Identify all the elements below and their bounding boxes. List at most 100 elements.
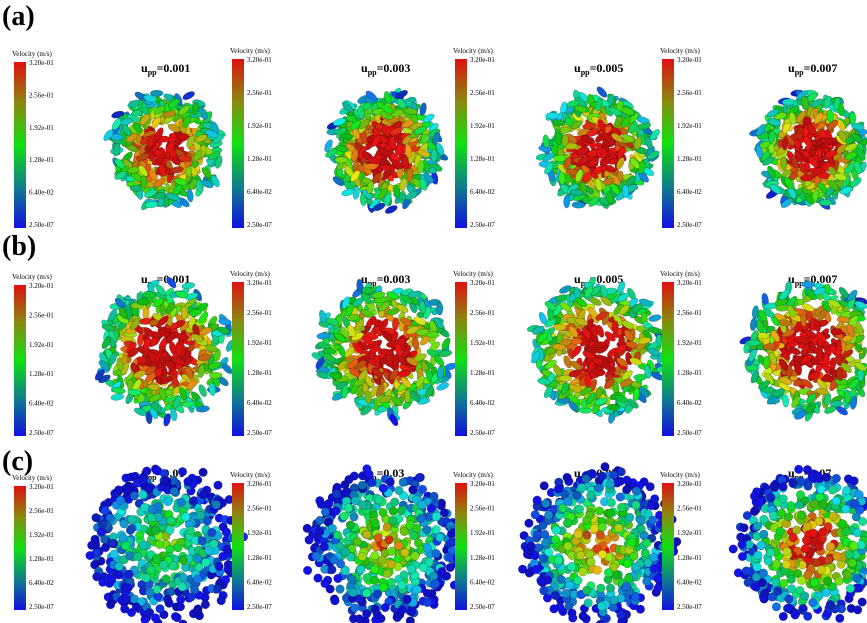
particle <box>92 513 101 522</box>
particle <box>749 317 757 331</box>
particle <box>332 507 341 516</box>
particle <box>91 535 100 544</box>
particle <box>163 497 172 506</box>
particle-cluster <box>93 275 238 426</box>
particle <box>398 581 407 590</box>
particle <box>601 462 610 471</box>
particle <box>351 497 360 506</box>
particle <box>116 496 125 505</box>
colorbar-tick-label: 6.40e-02 <box>247 399 272 407</box>
particle <box>832 474 841 483</box>
particle <box>654 584 663 593</box>
particle <box>142 574 151 583</box>
particle <box>126 552 135 561</box>
particle <box>198 536 207 545</box>
colorbar <box>662 282 674 436</box>
particle <box>179 556 188 565</box>
particle <box>539 521 548 530</box>
particle <box>362 609 371 618</box>
particle <box>350 513 359 522</box>
particle <box>404 390 410 403</box>
particle <box>167 516 176 525</box>
colorbar-tick-label: 2.56e-01 <box>247 89 272 97</box>
particle <box>802 281 815 288</box>
particle <box>623 559 632 568</box>
particle <box>598 472 607 481</box>
particle <box>637 516 646 525</box>
particle <box>533 496 542 505</box>
particle <box>576 551 585 560</box>
panel-label: (b) <box>2 231 36 262</box>
particle <box>409 486 418 495</box>
colorbar-tick-label: 1.92e-01 <box>470 122 495 130</box>
particle <box>397 506 406 515</box>
particle <box>144 484 153 493</box>
particle <box>152 526 161 535</box>
particle <box>642 539 651 548</box>
particle <box>332 490 341 499</box>
particle <box>622 185 629 198</box>
particle <box>523 550 532 559</box>
colorbar-title: Velocity (m/s) <box>230 471 271 479</box>
colorbar <box>662 483 674 610</box>
particle <box>622 582 631 591</box>
particle <box>557 575 566 584</box>
particle <box>648 516 657 525</box>
colorbar-tick-label: 2.50e-07 <box>677 429 702 437</box>
colorbar-tick-label: 1.28e-01 <box>29 156 54 164</box>
particle <box>423 598 432 607</box>
colorbar-tick-label: 2.56e-01 <box>29 311 54 319</box>
value: =0.005 <box>590 61 624 75</box>
colorbar-tick-label: 1.92e-01 <box>29 341 54 349</box>
particle <box>630 552 639 561</box>
particle <box>606 584 615 593</box>
particle <box>115 562 124 571</box>
particle <box>844 390 851 403</box>
particle-cluster <box>729 465 867 623</box>
particle <box>816 348 823 361</box>
particle <box>381 603 390 612</box>
colorbar-tick-label: 6.40e-02 <box>470 188 495 196</box>
particle <box>622 485 631 494</box>
particle <box>563 519 572 528</box>
particle <box>139 541 148 550</box>
particle <box>590 524 599 533</box>
particle <box>328 565 337 574</box>
particle <box>418 485 427 494</box>
colorbar-tick-label: 2.56e-01 <box>470 309 495 317</box>
particle <box>120 605 129 614</box>
particle <box>162 575 171 584</box>
colorbar-tick-label: 1.92e-01 <box>677 122 702 130</box>
particle <box>423 589 432 598</box>
particle <box>336 585 345 594</box>
particle <box>143 291 156 298</box>
particle <box>800 314 807 327</box>
particle <box>395 486 404 495</box>
colorbar-tick-label: 2.50e-07 <box>29 603 54 611</box>
particle-cluster <box>535 85 661 210</box>
particle-cluster <box>527 276 671 424</box>
particle <box>213 585 222 594</box>
particle <box>803 612 812 621</box>
particle <box>178 467 187 476</box>
particle-cluster <box>86 465 248 623</box>
value: =0.007 <box>804 61 838 75</box>
particle <box>398 606 407 615</box>
particle <box>607 498 616 507</box>
colorbar-tick-label: 6.40e-02 <box>677 188 702 196</box>
colorbar-tick-label: 6.40e-02 <box>470 578 495 586</box>
particle <box>355 615 364 623</box>
particle <box>550 605 559 614</box>
particle <box>780 157 787 170</box>
particle <box>199 468 208 477</box>
particle <box>325 499 334 508</box>
particle <box>407 565 416 574</box>
particle <box>106 600 115 609</box>
particle <box>163 595 172 604</box>
particle <box>551 591 560 600</box>
particle <box>551 535 560 544</box>
particle <box>540 482 549 491</box>
particle <box>597 602 606 611</box>
particle <box>145 608 154 617</box>
colorbar-tick-label: 2.50e-07 <box>29 429 54 437</box>
